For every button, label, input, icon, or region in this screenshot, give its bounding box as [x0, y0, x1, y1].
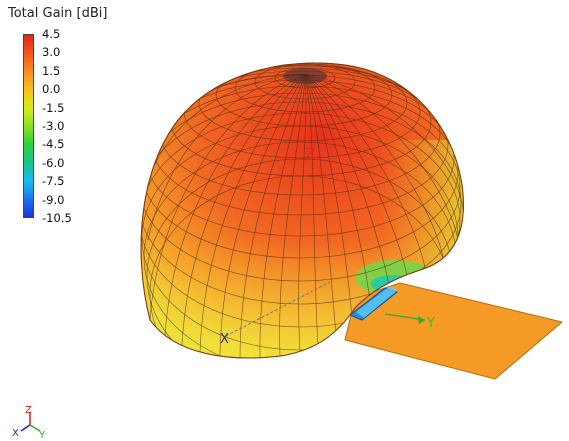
legend-tick-label: -1.5	[42, 100, 65, 115]
legend-tick-label: 4.5	[42, 27, 61, 41]
legend-tick-label: -6.0	[42, 155, 65, 170]
view-triad: Z X Y	[12, 405, 46, 441]
legend-tick-label: 0.0	[42, 82, 61, 97]
legend-colorbar	[23, 34, 34, 218]
triad-z-label: Z	[25, 405, 32, 416]
legend-tick-label: 1.5	[42, 63, 61, 78]
legend-tick-label: -4.5	[42, 137, 65, 152]
x-axis-label: X	[220, 332, 229, 347]
ground-plane	[344, 282, 564, 380]
z-axis-label: Z	[306, 147, 315, 162]
triad-y-label: Y	[38, 430, 46, 441]
legend-title: Total Gain [dBi]	[8, 6, 108, 21]
legend-tick-label: -10.5	[42, 211, 72, 225]
y-axis-label: Y	[426, 316, 435, 331]
triad-x-label: X	[12, 428, 19, 439]
legend-tick-label: -3.0	[42, 119, 65, 133]
legend-tick-label: 3.0	[42, 45, 61, 60]
legend-tick-label: -7.5	[42, 174, 65, 189]
y-axis-line	[384, 313, 426, 321]
mesh-meridian-lines	[141, 73, 464, 358]
x-axis-line	[225, 281, 331, 337]
legend-tick-label: -9.0	[42, 192, 65, 207]
